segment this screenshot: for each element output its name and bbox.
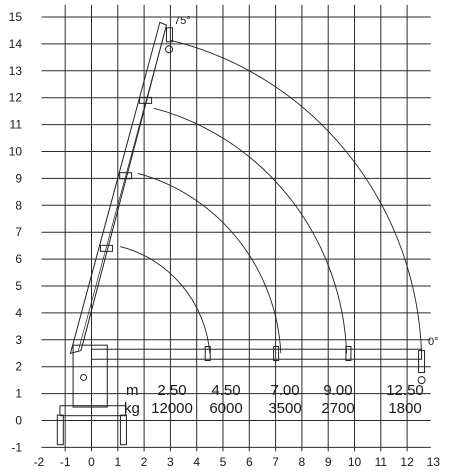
table-kg-label: kg [124, 400, 140, 417]
table-m-label: m [126, 382, 139, 399]
x-tick-label: 3 [167, 455, 174, 469]
x-tick-label: 12 [400, 455, 414, 469]
table-radius-value: 2.50 [157, 382, 186, 399]
crane-base [59, 405, 127, 417]
boom-h-joint [204, 346, 211, 362]
outrigger-right [119, 414, 127, 446]
crane-column [72, 344, 108, 408]
pivot [80, 373, 88, 381]
x-tick-label: 10 [348, 455, 362, 469]
x-axis-ticks: -2 -1 0 1 2 3 4 5 6 7 8 9 10 11 12 13 [34, 455, 441, 469]
x-tick-label: 4 [193, 455, 200, 469]
y-tick-label: 6 [15, 252, 22, 266]
y-tick-label: 5 [15, 279, 22, 293]
x-tick-label: -1 [60, 455, 71, 469]
boom-h-joint [273, 346, 280, 362]
x-tick-label: -2 [34, 455, 45, 469]
boom-section-joint [119, 172, 133, 180]
y-tick-label: 11 [10, 118, 23, 132]
hook-side [417, 376, 426, 385]
x-tick-label: 1 [114, 455, 121, 469]
x-tick-label: 0 [88, 455, 95, 469]
y-tick-label: 13 [9, 64, 23, 78]
y-tick-label: -1 [11, 440, 22, 454]
reach-arcs [120, 39, 423, 354]
table-radius-value: 7.00 [270, 382, 299, 399]
y-tick-label: 7 [15, 225, 22, 239]
outrigger-left [56, 414, 64, 446]
hook-block-side [418, 350, 426, 374]
boom-h-joint [345, 346, 352, 362]
y-tick-label: 2 [15, 360, 22, 374]
angle-label-75: 75° [174, 15, 191, 27]
table-load-value: 3500 [268, 400, 301, 417]
table-load-value: 6000 [209, 400, 242, 417]
y-tick-label: 8 [15, 198, 22, 212]
hook-top [165, 45, 174, 54]
x-tick-label: 8 [299, 455, 306, 469]
y-tick-label: 10 [9, 145, 23, 159]
y-tick-label: 4 [15, 306, 22, 320]
boom-raised [69, 21, 168, 354]
hook-block-top [165, 27, 173, 43]
y-tick-label: 14 [9, 37, 23, 51]
boom-raised-inner [78, 30, 166, 351]
boom-section-joint [139, 96, 153, 104]
x-tick-label: 2 [141, 455, 148, 469]
y-tick-label: 0 [15, 414, 22, 428]
boom-section-joint [99, 244, 113, 252]
y-tick-label: 12 [9, 91, 23, 105]
x-tick-label: 9 [325, 455, 332, 469]
x-tick-label: 13 [427, 455, 441, 469]
x-tick-label: 6 [246, 455, 253, 469]
load-table: 2.50 4.50 7.00 9.00 12.50 12000 6000 3500 2700 18… [151, 382, 424, 417]
reach-arc-max [170, 39, 423, 354]
reach-arc-2 [137, 173, 282, 354]
crane-drawing [56, 21, 426, 446]
reach-arc-3 [153, 107, 348, 354]
angle-label-0: 0° [428, 336, 439, 348]
grid [41, 4, 431, 452]
x-tick-label: 11 [375, 455, 388, 469]
y-tick-label: 9 [15, 171, 22, 185]
x-tick-label: 7 [272, 455, 279, 469]
table-load-value: 1800 [388, 400, 421, 417]
table-radius-value: 12.50 [386, 382, 424, 399]
boom-horizontal [91, 348, 423, 360]
y-tick-label: 3 [15, 333, 22, 347]
x-tick-label: 5 [220, 455, 227, 469]
y-tick-label: 15 [9, 10, 23, 24]
y-tick-label: 1 [15, 387, 22, 401]
table-load-value: 12000 [151, 400, 193, 417]
table-radius-value: 9.00 [323, 382, 352, 399]
reach-arc-1 [120, 246, 211, 354]
table-radius-value: 4.50 [211, 382, 240, 399]
table-load-value: 2700 [321, 400, 354, 417]
